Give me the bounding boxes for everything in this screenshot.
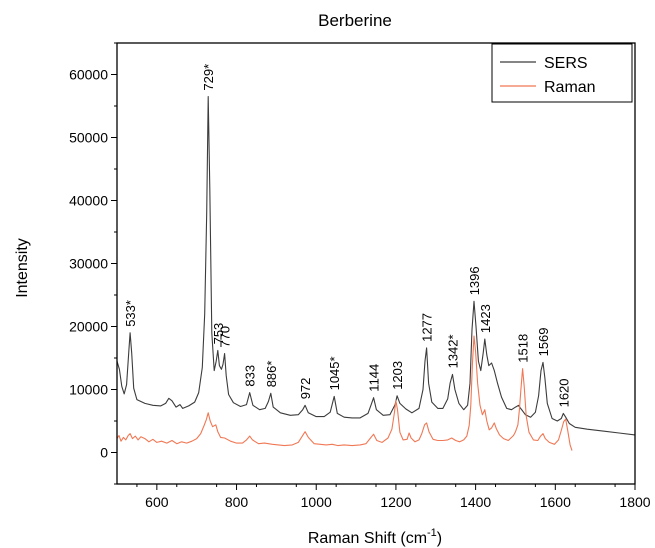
legend-box [491, 43, 633, 103]
x-tick-label-1000: 1000 [301, 494, 332, 510]
peak-label-1620: 1620 [556, 378, 571, 407]
peak-label-770: 770 [218, 326, 233, 348]
y-tick-label-0: 0 [100, 445, 108, 461]
x-tick-label-600: 600 [145, 494, 169, 510]
peak-label-1423: 1423 [478, 304, 493, 333]
peak-label-1518: 1518 [516, 334, 531, 363]
y-axis-label: Intensity [14, 238, 31, 298]
legend-label-sers: SERS [544, 55, 588, 72]
x-axis-label-main: Raman Shift (cm [308, 530, 427, 547]
y-tick-label-60000: 60000 [69, 67, 108, 83]
legend-label-raman: Raman [544, 79, 596, 96]
x-axis-label-superscript: -1 [427, 527, 437, 539]
peak-label-972: 972 [298, 378, 313, 400]
x-tick-label-1400: 1400 [460, 494, 491, 510]
y-tick-label-40000: 40000 [69, 193, 108, 209]
x-tick-label-1600: 1600 [540, 494, 571, 510]
x-tick-label-800: 800 [225, 494, 249, 510]
peak-label-1045-star: 1045* [327, 356, 342, 390]
plot-frame [116, 42, 636, 485]
peak-label-1277: 1277 [420, 313, 435, 342]
y-tick-label-50000: 50000 [69, 130, 108, 146]
y-tick-label-20000: 20000 [69, 319, 108, 335]
legend: SERS Raman [491, 43, 633, 103]
peak-label-1342-star: 1342* [446, 334, 461, 368]
peak-label-1569: 1569 [536, 327, 551, 356]
x-tick-label-1200: 1200 [380, 494, 411, 510]
peak-label-1396: 1396 [467, 266, 482, 295]
plot-area: 600 800 1000 1200 1400 1600 1800 0 10000 20000 300… [69, 42, 651, 510]
x-tick-label-1800: 1800 [619, 494, 650, 510]
peak-label-729-star: 729* [201, 64, 216, 91]
chart-title: Berberine [318, 11, 392, 30]
series-line-sers [117, 96, 635, 436]
x-axis-label-tail: ) [437, 530, 442, 547]
peak-label-753: 753 [211, 323, 226, 345]
peak-label-886-star: 886* [264, 361, 279, 388]
peak-label-533-star: 533* [123, 300, 138, 327]
y-tick-label-30000: 30000 [69, 256, 108, 272]
peak-label-1203: 1203 [390, 361, 405, 390]
x-axis-label: Raman Shift (cm-1) [308, 527, 442, 547]
series-line-raman [117, 335, 573, 451]
series-group [117, 96, 635, 451]
peak-label-1144: 1144 [367, 364, 382, 392]
peak-label-833: 833 [243, 365, 258, 387]
y-tick-label-10000: 10000 [69, 382, 108, 398]
